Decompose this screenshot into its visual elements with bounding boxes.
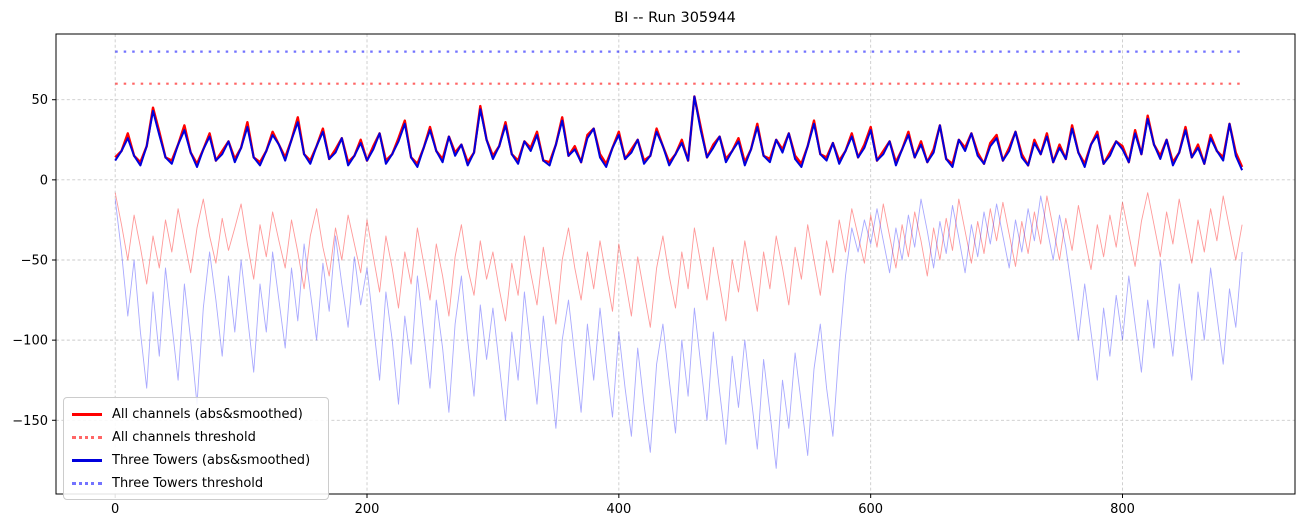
- legend-label: All channels threshold: [112, 429, 256, 445]
- axis-tick-labels: 0 200 400 600 800 50 0 −50 −100 −150: [12, 93, 1135, 517]
- y-tick-label: −50: [21, 253, 48, 268]
- x-tick-label: 400: [606, 502, 631, 517]
- y-tick-label: 50: [31, 93, 48, 108]
- y-tick-label: −100: [12, 334, 48, 349]
- legend-item: Three Towers (abs&smoothed): [72, 450, 320, 470]
- legend-line-sample-all-channels-threshold: [72, 435, 102, 439]
- legend: All channels (abs&smoothed) All channels…: [63, 397, 329, 500]
- x-tick-label: 200: [355, 502, 380, 517]
- legend-label: Three Towers threshold: [112, 475, 264, 491]
- series-three-towers-raw: [114, 195, 1243, 469]
- chart-title: BI -- Run 305944: [614, 10, 736, 26]
- series-three-towers-abs-smoothed: [114, 95, 1244, 171]
- y-tick-label: 0: [40, 173, 48, 188]
- legend-label: Three Towers (abs&smoothed): [112, 452, 311, 468]
- legend-item: Three Towers threshold: [72, 473, 320, 493]
- legend-line-sample-all-channels: [72, 412, 102, 416]
- legend-item: All channels threshold: [72, 427, 320, 447]
- plot-series: [114, 50, 1244, 469]
- legend-item: All channels (abs&smoothed): [72, 404, 320, 424]
- x-tick-label: 0: [111, 502, 119, 517]
- series-all-channels-raw: [114, 192, 1243, 328]
- y-tick-label: −150: [12, 414, 48, 429]
- legend-label: All channels (abs&smoothed): [112, 406, 303, 422]
- x-tick-label: 800: [1110, 502, 1135, 517]
- axes-frame: [55, 33, 1296, 495]
- legend-line-sample-three-towers: [72, 458, 102, 462]
- legend-line-sample-three-towers-threshold: [72, 481, 102, 485]
- x-tick-label: 600: [858, 502, 883, 517]
